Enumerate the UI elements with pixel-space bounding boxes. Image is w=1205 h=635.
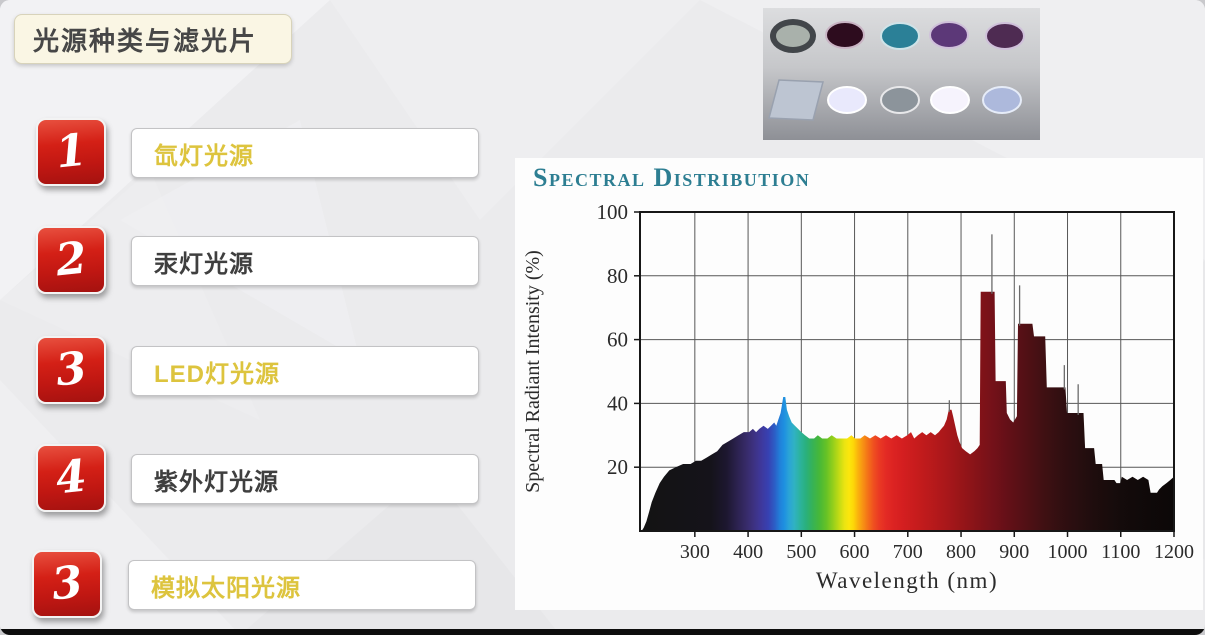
svg-text:20: 20 [607, 455, 628, 479]
item-4-label-box: 紫外灯光源 [131, 454, 479, 504]
svg-text:1200: 1200 [1154, 541, 1194, 563]
bottom-bar [0, 629, 1205, 635]
glass-plate-filter [768, 79, 824, 121]
item-4-number-badge: 4 [36, 444, 106, 512]
svg-text:80: 80 [607, 264, 628, 288]
optical-filters-photo [763, 8, 1040, 140]
svg-text:40: 40 [607, 391, 628, 415]
svg-text:300: 300 [680, 541, 710, 563]
item-3-label-box: LED灯光源 [131, 346, 479, 396]
item-5-number: 3 [49, 556, 85, 611]
spectral-distribution-chart: 300 400 500 600 700 800 900 1000 1100 1200 20 40 60 8… [522, 200, 1194, 593]
item-1-label: 氙灯光源 [154, 142, 254, 170]
color-filter [930, 86, 970, 114]
x-axis-label: Wavelength (nm) [816, 568, 998, 593]
color-filter [827, 86, 867, 114]
item-2-label-box: 汞灯光源 [131, 236, 479, 286]
color-filter [982, 86, 1022, 114]
item-5-number-badge: 3 [32, 550, 102, 618]
lens-filter [776, 25, 810, 47]
item-2-number: 2 [53, 232, 89, 287]
item-1-number: 1 [53, 124, 89, 179]
color-filter [985, 22, 1025, 50]
item-3-number-badge: 3 [36, 336, 106, 404]
item-4-number: 4 [53, 450, 89, 505]
color-filter [880, 22, 920, 50]
svg-text:600: 600 [840, 541, 870, 563]
item-5-label: 模拟太阳光源 [151, 574, 301, 602]
item-1-number-badge: 1 [36, 118, 106, 186]
spectrum-area [640, 291, 1174, 531]
item-1-label-box: 氙灯光源 [131, 128, 479, 178]
svg-text:800: 800 [946, 541, 976, 563]
svg-text:700: 700 [893, 541, 923, 563]
color-filter [929, 21, 969, 49]
item-3-label: LED灯光源 [154, 360, 280, 388]
y-axis-label: Spectral Radiant Intensity (%) [522, 250, 544, 493]
svg-text:900: 900 [999, 541, 1029, 563]
optical-filters-graphic [768, 19, 1025, 121]
svg-text:100: 100 [597, 200, 629, 224]
spectral-chart-panel: Spectral Distribution 300 400 500 600 700 800… [515, 158, 1203, 610]
item-5-label-box: 模拟太阳光源 [128, 560, 476, 610]
slide-title: 光源种类与滤光片 [33, 25, 258, 56]
slide-title-box: 光源种类与滤光片 [14, 14, 292, 64]
svg-text:60: 60 [607, 328, 628, 352]
svg-text:500: 500 [786, 541, 816, 563]
item-4-label: 紫外灯光源 [154, 468, 279, 496]
color-filter [880, 86, 920, 114]
color-filter [825, 21, 865, 49]
item-2-label: 汞灯光源 [154, 250, 254, 278]
item-3-number: 3 [53, 342, 89, 397]
svg-text:400: 400 [733, 541, 763, 563]
chart-title: Spectral Distribution [533, 163, 811, 192]
svg-text:1000: 1000 [1048, 541, 1088, 563]
svg-text:1100: 1100 [1101, 541, 1140, 563]
item-2-number-badge: 2 [36, 226, 106, 294]
